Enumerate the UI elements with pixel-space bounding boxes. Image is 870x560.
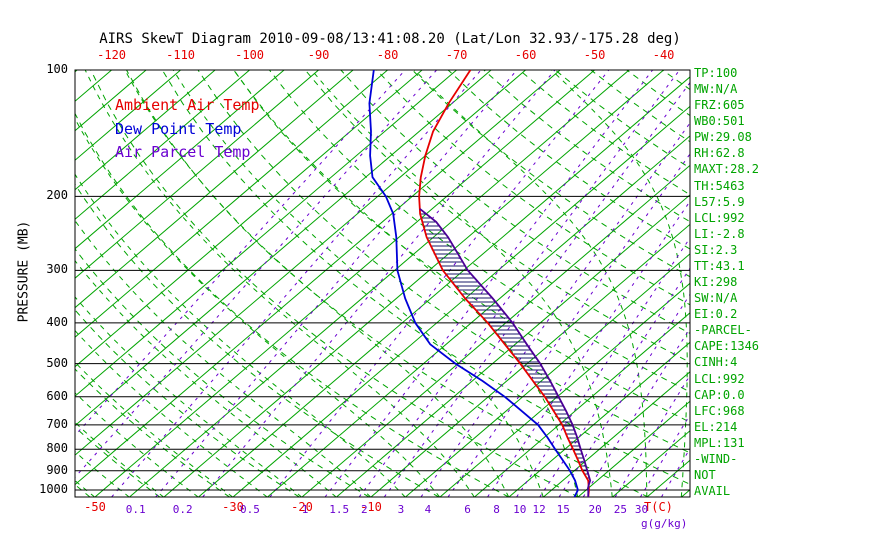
stats-line: LFC:968 xyxy=(694,403,745,418)
stats-line: TP:100 xyxy=(694,66,738,80)
pressure-tick-label: 700 xyxy=(46,416,68,431)
pressure-tick-label: 300 xyxy=(46,262,68,277)
mixing-ratio-lines xyxy=(75,70,690,497)
mixing-ratio-tick-label: 4 xyxy=(424,503,432,516)
pressure-tick-label: 900 xyxy=(46,462,68,477)
bottom-temp-tick-label: -10 xyxy=(360,500,382,514)
stats-line: SI:2.3 xyxy=(694,242,738,257)
mixing-ratio-unit-label: g(g/kg) xyxy=(641,517,688,530)
pressure-grid xyxy=(74,69,691,498)
mixing-ratio-tick-label: 0.1 xyxy=(125,503,146,516)
stats-line: TT:43.1 xyxy=(694,258,745,273)
mixing-ratio-tick-label: 15 xyxy=(556,503,570,516)
top-temp-tick-label: -110 xyxy=(166,48,196,62)
top-temp-tick-label: -60 xyxy=(514,48,537,62)
mixing-ratio-tick-label: 30 xyxy=(634,503,649,516)
stats-line: PW:29.08 xyxy=(694,130,752,145)
stats-line: CAP:0.0 xyxy=(694,387,745,402)
mixing-ratio-tick-label: 8 xyxy=(493,503,500,516)
bottom-temp-tick-label: -50 xyxy=(84,500,106,514)
bottom-temp-tick-label: -30 xyxy=(222,500,244,514)
stats-line: MAXT:28.2 xyxy=(694,162,760,177)
stats-line: WB0:501 xyxy=(694,114,745,129)
stats-line: KI:298 xyxy=(694,275,738,290)
pressure-tick-label: 1000 xyxy=(39,482,68,496)
stats-line: -WIND- xyxy=(694,451,738,466)
sounding-curves xyxy=(368,70,592,497)
stats-line: AVAIL xyxy=(694,484,731,499)
stats-line: CINH:4 xyxy=(694,355,738,370)
mixing-ratio-tick-label: 2 xyxy=(360,503,368,516)
mixing-ratio-tick-label: 1 xyxy=(301,503,309,516)
top-temp-tick-label: -40 xyxy=(652,48,675,62)
mixing-ratio-tick-label: 6 xyxy=(464,503,471,516)
mixing-ratio-tick-label: 12 xyxy=(532,503,546,516)
pressure-tick-label: 400 xyxy=(46,314,68,329)
mixing-ratio-tick-label: 10 xyxy=(513,503,527,516)
mixing-ratio-tick-label: 0.5 xyxy=(239,503,260,516)
top-temp-tick-label: -120 xyxy=(97,48,127,62)
legend-dew-point-temp: Dew Point Temp xyxy=(115,120,242,138)
pressure-tick-label: 800 xyxy=(46,441,68,456)
stats-line: LI:-2.8 xyxy=(694,226,745,241)
stats-line: EL:214 xyxy=(694,419,738,434)
stats-line: RH:62.8 xyxy=(694,146,745,161)
top-temp-tick-label: -70 xyxy=(445,48,468,62)
stats-line: LCL:992 xyxy=(694,210,745,225)
pressure-tick-label: 600 xyxy=(46,388,68,403)
pressure-tick-label: 100 xyxy=(46,62,68,76)
stats-line: TH:5463 xyxy=(694,178,745,193)
stats-line: LCL:992 xyxy=(694,371,745,386)
pressure-tick-label: 200 xyxy=(46,188,68,203)
top-temp-tick-label: -80 xyxy=(376,48,399,62)
page-title: AIRS SkewT Diagram 2010-09-08/13:41:08.2… xyxy=(99,31,681,47)
cape-hatch-region xyxy=(419,208,590,485)
isotherm-lines xyxy=(75,70,690,497)
stats-line: FRZ:605 xyxy=(694,98,745,113)
legend-ambient-air-temp: Ambient Air Temp xyxy=(115,96,260,114)
mixing-ratio-tick-label: 3 xyxy=(397,503,405,516)
dew-point-temp-curve xyxy=(368,70,579,497)
top-temp-tick-label: -100 xyxy=(235,48,265,62)
mixing-ratio-tick-label: 20 xyxy=(588,503,602,516)
legend-air-parcel-temp: Air Parcel Temp xyxy=(115,143,251,161)
stats-line: L57:5.9 xyxy=(694,194,745,209)
moist-adiabat-lines xyxy=(75,70,688,497)
top-temp-tick-label: -90 xyxy=(307,48,330,62)
stats-line: -PARCEL- xyxy=(694,323,752,338)
mixing-ratio-tick-label: 25 xyxy=(613,503,628,516)
stats-line: EI:0.2 xyxy=(694,307,738,322)
stats-line: MPL:131 xyxy=(694,435,745,450)
temp-unit-label: T(C) xyxy=(644,500,673,514)
top-temp-tick-label: -50 xyxy=(583,48,606,62)
air-parcel-temp-curve xyxy=(419,208,592,497)
mixing-ratio-tick-label: 0.2 xyxy=(172,503,193,516)
stats-line: MW:N/A xyxy=(694,82,738,97)
pressure-tick-label: 500 xyxy=(46,355,68,370)
mixing-ratio-tick-label: 1.5 xyxy=(329,503,350,516)
stats-line: SW:N/A xyxy=(694,291,738,306)
stats-line: CAPE:1346 xyxy=(694,339,760,354)
ambient-air-temp-curve xyxy=(418,70,590,497)
stats-line: NOT xyxy=(694,468,716,482)
bottom-temp-tick-label: -20 xyxy=(291,500,313,514)
